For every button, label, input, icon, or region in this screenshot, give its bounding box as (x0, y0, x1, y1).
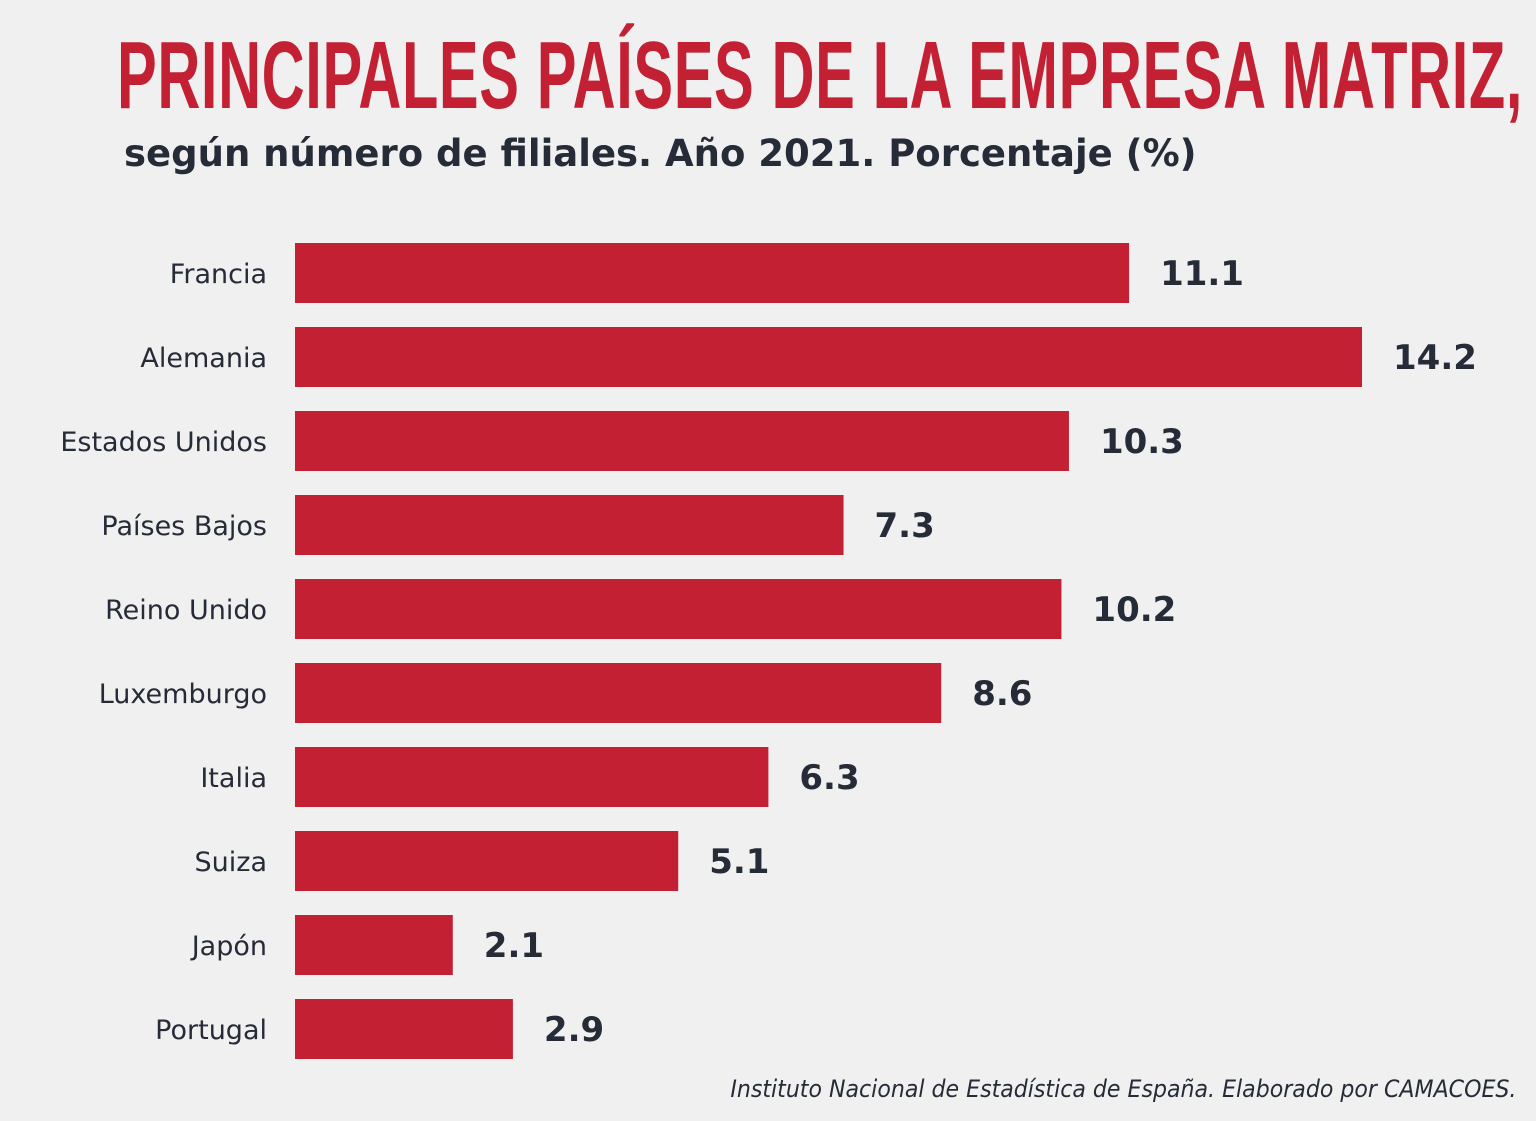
data-label: 10.3 (1100, 422, 1184, 462)
data-label: 7.3 (875, 506, 935, 546)
bar (295, 327, 1362, 387)
data-label: 2.1 (484, 926, 544, 966)
category-label: Italia (200, 763, 267, 794)
category-label: Suiza (195, 847, 267, 878)
category-label: Portugal (155, 1015, 267, 1046)
data-label: 5.1 (709, 842, 769, 882)
category-label: Reino Unido (105, 595, 267, 626)
bar (295, 663, 942, 723)
category-label: Luxemburgo (99, 679, 267, 710)
bar (295, 495, 844, 555)
data-label: 2.9 (544, 1010, 604, 1050)
category-label: Japón (190, 931, 267, 962)
category-label: Alemania (140, 343, 267, 374)
bar (295, 243, 1130, 303)
chart-subtitle: según número de filiales. Año 2021. Porc… (124, 132, 1197, 175)
data-label: 8.6 (972, 674, 1032, 714)
data-label: 6.3 (799, 758, 859, 798)
category-label: Francia (170, 259, 267, 290)
bar (295, 747, 769, 807)
bar (295, 579, 1062, 639)
category-label: Países Bajos (101, 511, 267, 542)
bar (295, 999, 513, 1059)
bar (295, 411, 1069, 471)
category-label: Estados Unidos (60, 427, 267, 458)
data-label: 11.1 (1160, 254, 1244, 294)
data-label: 10.2 (1092, 590, 1176, 630)
bar (295, 831, 679, 891)
bar (295, 915, 453, 975)
data-label: 14.2 (1393, 338, 1477, 378)
source-note: Instituto Nacional de Estadística de Esp… (729, 1075, 1516, 1103)
chart-title: PRINCIPALES PAÍSES DE LA EMPRESA MATRIZ, (117, 22, 1523, 129)
